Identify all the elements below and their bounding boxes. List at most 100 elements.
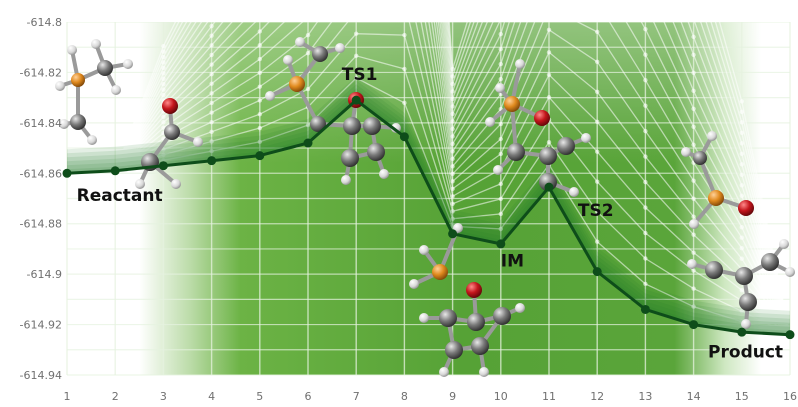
scan-point (546, 95, 552, 100)
scan-curve (66, 33, 791, 336)
scan-point (546, 50, 552, 55)
x-tick-label: 1 (64, 390, 71, 403)
y-tick-label: -614.92 (20, 319, 62, 332)
scan-point (450, 156, 455, 162)
scan-point (739, 183, 744, 188)
annotation-label: TS1 (342, 65, 378, 85)
y-tick-label: -614.86 (20, 167, 62, 180)
band-layer (67, 80, 790, 335)
scan-point (257, 139, 262, 145)
scan-point (209, 52, 214, 58)
scan-point (739, 99, 744, 104)
scan-point (498, 31, 503, 37)
y-tick-label: -614.88 (20, 218, 62, 231)
scan-point (257, 29, 262, 34)
scan-curve (66, 0, 791, 336)
scan-point (691, 88, 696, 94)
atom (439, 367, 449, 377)
atom (495, 83, 505, 93)
atom (681, 147, 691, 157)
atom (283, 55, 293, 65)
atom (779, 239, 789, 249)
molecule-structures (55, 37, 795, 377)
y-tick-label: -614.9 (27, 268, 62, 281)
atom (70, 114, 86, 130)
scan-point (305, 32, 311, 38)
atom (493, 165, 503, 175)
scan-curve (66, 0, 791, 335)
scan-point (450, 104, 455, 109)
scan-point (643, 128, 648, 134)
scan-curve (66, 0, 791, 335)
main-energy-line (66, 98, 791, 337)
scan-point (450, 186, 455, 192)
scan-point (450, 194, 455, 199)
scan-point (691, 70, 696, 76)
atom (708, 190, 724, 206)
scan-point (595, 119, 600, 124)
scan-point (305, 86, 311, 92)
scan-point (161, 120, 166, 125)
scan-point (498, 121, 503, 127)
annotations: Reactant TS1 IM TS2 Product (77, 65, 783, 362)
scan-point (161, 81, 166, 87)
scan-point (450, 119, 455, 124)
scan-point (450, 209, 455, 214)
scan-point (257, 56, 262, 62)
scan-point (402, 66, 407, 72)
scan-point (450, 66, 455, 72)
scan-point (209, 91, 214, 96)
scan-point (595, 89, 600, 95)
atom (310, 116, 326, 132)
x-tick-label: 9 (449, 390, 456, 403)
x-tick-label: 4 (208, 390, 215, 403)
scan-point (209, 110, 214, 115)
scan-point (450, 126, 455, 132)
scan-curve (66, 0, 791, 335)
scan-point (450, 201, 455, 207)
scan-point (739, 308, 744, 314)
data-point (62, 168, 72, 178)
atom (534, 110, 550, 126)
scan-curve (66, 0, 791, 335)
scan-point (450, 179, 455, 184)
scan-point (161, 76, 166, 81)
scan-point (691, 304, 696, 309)
scan-point (739, 151, 744, 157)
scan-point (305, 122, 311, 128)
scan-point (595, 239, 600, 244)
atom (693, 151, 707, 165)
x-tick-label: 14 (687, 390, 701, 403)
band-layer (67, 76, 790, 335)
scan-point (595, 179, 600, 184)
scan-curve (66, 77, 791, 336)
x-tick-label: 8 (401, 390, 408, 403)
scan-point (498, 196, 503, 202)
atom (738, 200, 754, 216)
scan-point (691, 52, 696, 58)
scan-point (643, 27, 648, 32)
y-tick-label: -614.82 (20, 66, 62, 79)
data-point (110, 166, 120, 176)
data-point (351, 95, 361, 105)
scan-point (209, 43, 214, 48)
atom (569, 187, 579, 197)
scan-point (691, 106, 696, 111)
scan-point (643, 179, 648, 185)
grid-lines (66, 21, 791, 376)
scan-point (161, 92, 166, 98)
x-tick-label: 15 (735, 390, 749, 403)
scan-point (257, 43, 262, 48)
atom (689, 219, 699, 229)
scan-point (691, 124, 696, 129)
atom (507, 143, 525, 161)
atom (367, 143, 385, 161)
atom (123, 59, 133, 69)
scan-point (402, 100, 407, 106)
scan-point (498, 226, 503, 232)
atom (539, 147, 557, 165)
atom (97, 60, 113, 76)
scan-point (498, 211, 503, 217)
scan-point (739, 225, 744, 230)
scan-curve (66, 0, 791, 336)
